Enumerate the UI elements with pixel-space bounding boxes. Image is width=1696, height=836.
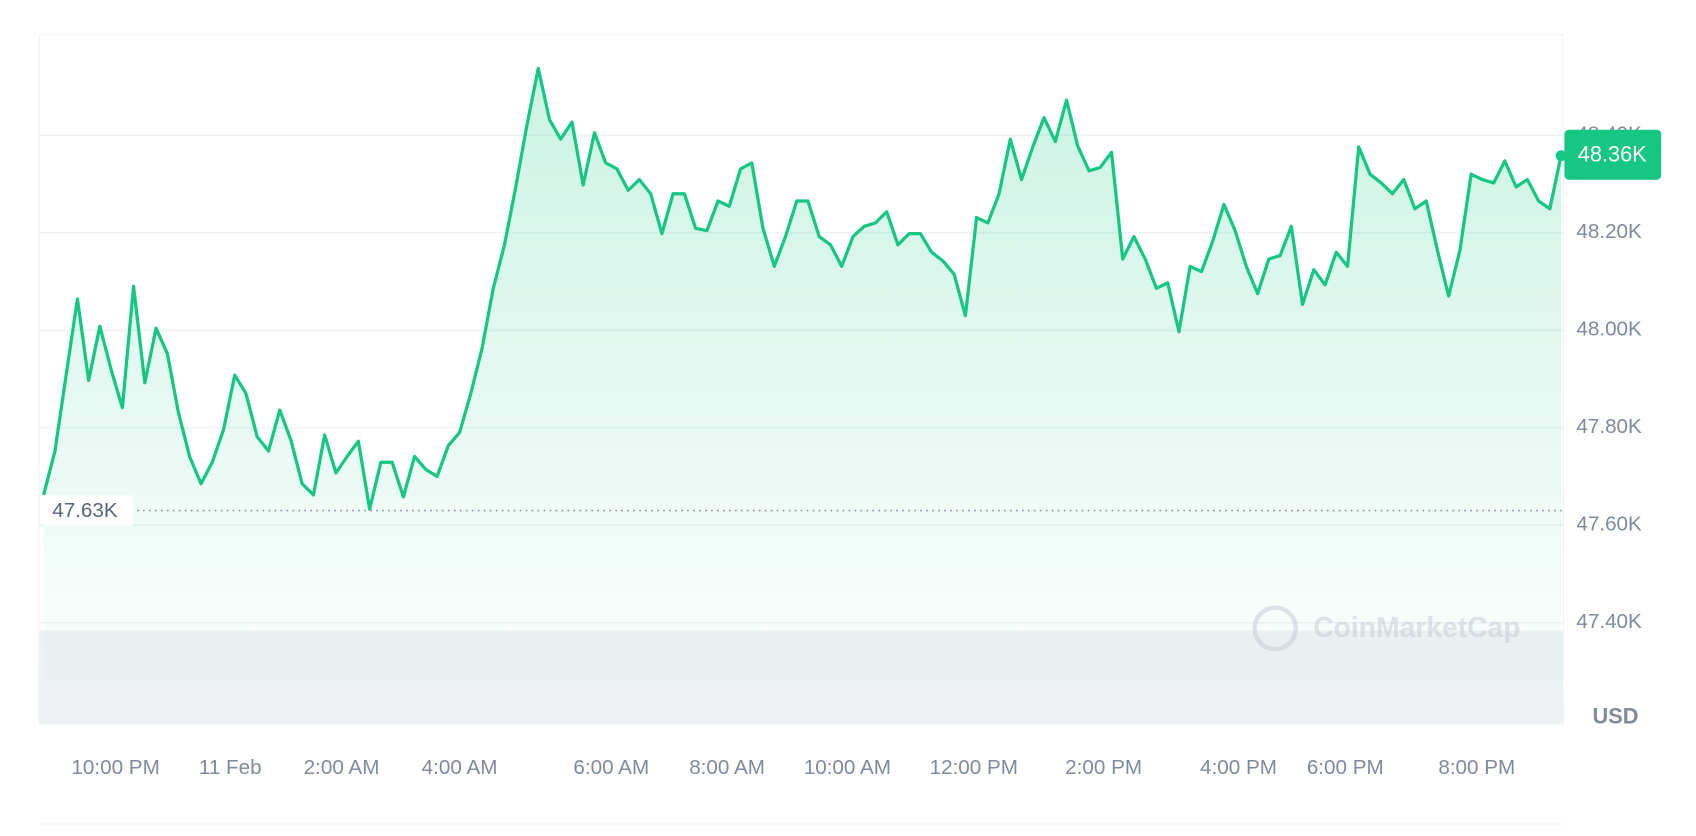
- x-tick-label: 4:00 PM: [1200, 756, 1277, 779]
- y-tick-label: 47.60K: [1576, 513, 1642, 536]
- currency-label: USD: [1593, 703, 1639, 728]
- x-tick-label: 12:00 PM: [930, 756, 1018, 779]
- watermark-text: CoinMarketCap: [1313, 611, 1520, 643]
- x-tick-label: 6:00 PM: [1307, 756, 1384, 779]
- price-line: [42, 66, 1563, 511]
- last-price-tag: [1564, 129, 1662, 180]
- y-tick-label: 47.40K: [1576, 610, 1642, 633]
- y-tick-label: 48.00K: [1576, 318, 1642, 341]
- x-tick-label: 10:00 PM: [71, 756, 159, 779]
- x-tick-label: 8:00 AM: [689, 756, 765, 779]
- y-tick-label: 48.20K: [1576, 220, 1642, 243]
- watermark: CoinMarketCap: [1252, 605, 1520, 652]
- x-tick-label: 2:00 PM: [1065, 756, 1142, 779]
- x-tick-label: 11 Feb: [199, 756, 262, 779]
- x-tick-label: 10:00 AM: [804, 756, 891, 779]
- x-tick-label: 6:00 AM: [573, 756, 649, 779]
- y-tick-label: 47.80K: [1576, 415, 1642, 438]
- last-price-label: 48.36K: [1578, 142, 1647, 167]
- x-tick-label: 2:00 AM: [304, 756, 380, 779]
- last-point: [1555, 150, 1567, 162]
- start-price-bg: [43, 495, 133, 526]
- start-price-label: 47.63K: [52, 499, 118, 522]
- x-tick-label: 8:00 PM: [1438, 756, 1515, 779]
- x-tick-label: 4:00 AM: [422, 756, 498, 779]
- line-area: [43, 68, 1562, 725]
